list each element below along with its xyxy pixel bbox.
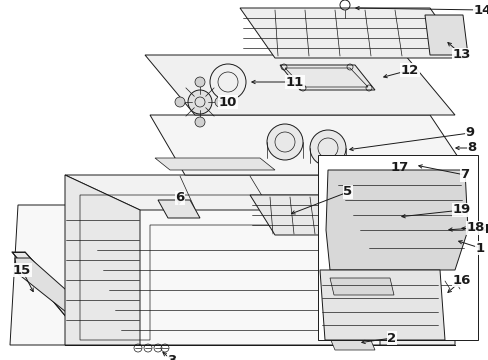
Text: 3: 3 bbox=[167, 354, 176, 360]
Circle shape bbox=[215, 97, 224, 107]
Polygon shape bbox=[145, 55, 454, 115]
Polygon shape bbox=[414, 222, 451, 238]
Polygon shape bbox=[65, 175, 140, 345]
Circle shape bbox=[309, 130, 346, 166]
Text: 12: 12 bbox=[400, 63, 418, 77]
Polygon shape bbox=[155, 158, 274, 170]
Polygon shape bbox=[10, 205, 459, 345]
Polygon shape bbox=[12, 252, 100, 342]
Polygon shape bbox=[434, 205, 469, 225]
Polygon shape bbox=[280, 65, 374, 90]
Circle shape bbox=[195, 117, 204, 127]
Polygon shape bbox=[329, 278, 393, 295]
Polygon shape bbox=[15, 258, 118, 343]
Polygon shape bbox=[379, 175, 454, 345]
Text: 4: 4 bbox=[479, 224, 488, 237]
Polygon shape bbox=[325, 170, 467, 270]
Text: 16: 16 bbox=[452, 274, 470, 287]
Text: 2: 2 bbox=[386, 332, 396, 345]
Text: 14: 14 bbox=[473, 4, 488, 17]
Text: 10: 10 bbox=[218, 95, 237, 108]
Bar bbox=[317, 155, 477, 340]
Polygon shape bbox=[367, 210, 399, 225]
Text: 8: 8 bbox=[467, 141, 476, 154]
Text: 19: 19 bbox=[452, 203, 470, 216]
Polygon shape bbox=[65, 175, 454, 210]
Circle shape bbox=[266, 124, 303, 160]
Polygon shape bbox=[240, 8, 464, 58]
Text: 5: 5 bbox=[343, 185, 352, 198]
Circle shape bbox=[187, 90, 212, 114]
Text: 6: 6 bbox=[175, 192, 184, 204]
Text: 18: 18 bbox=[466, 221, 484, 234]
Polygon shape bbox=[329, 338, 374, 350]
Text: 9: 9 bbox=[465, 126, 473, 139]
Text: 1: 1 bbox=[474, 242, 484, 255]
Polygon shape bbox=[249, 195, 384, 235]
Text: 11: 11 bbox=[285, 76, 304, 89]
Circle shape bbox=[175, 97, 184, 107]
Text: 17: 17 bbox=[390, 162, 408, 175]
Text: 13: 13 bbox=[452, 49, 470, 62]
Polygon shape bbox=[150, 115, 469, 175]
Text: 15: 15 bbox=[13, 264, 31, 276]
Polygon shape bbox=[424, 15, 467, 55]
Text: 7: 7 bbox=[460, 168, 468, 181]
Polygon shape bbox=[158, 200, 200, 218]
Circle shape bbox=[195, 77, 204, 87]
Polygon shape bbox=[319, 270, 444, 340]
